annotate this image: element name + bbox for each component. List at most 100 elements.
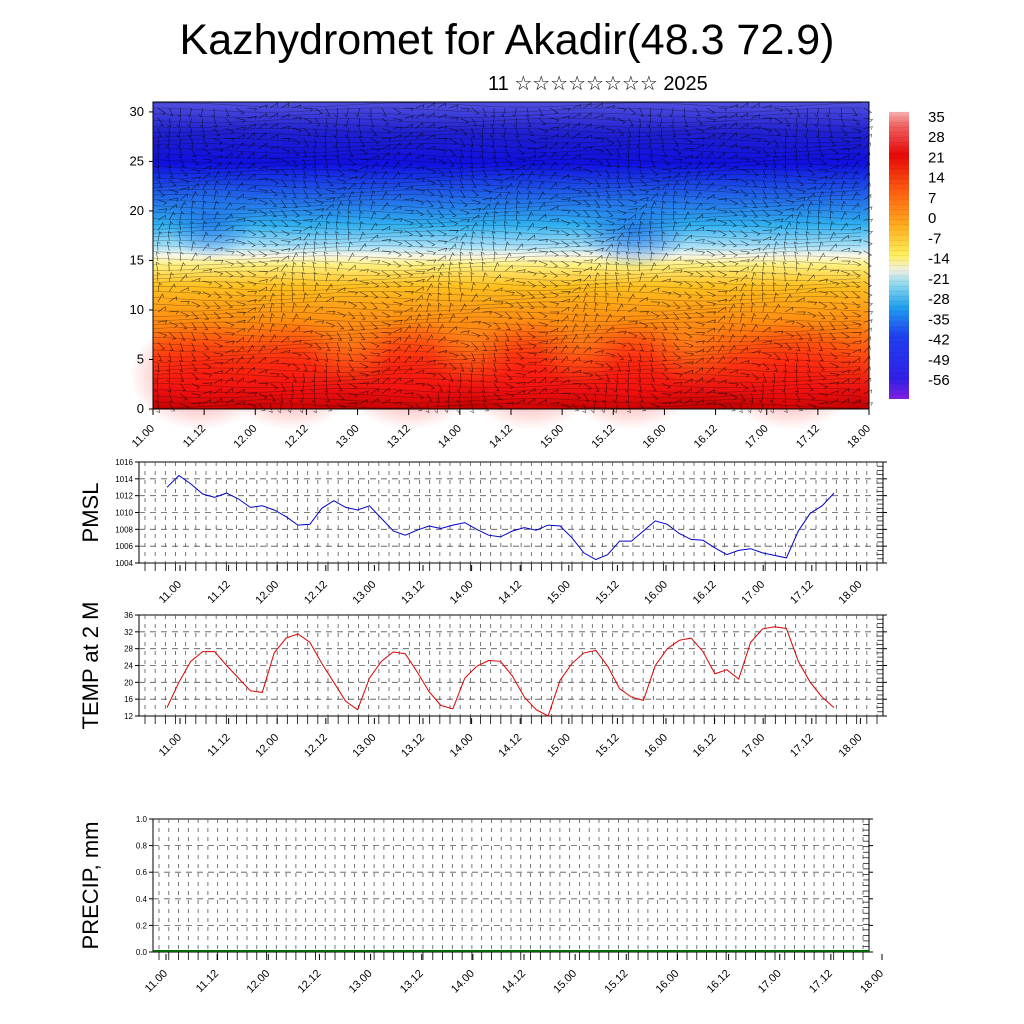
y-tick-label: 32 [124,628,133,637]
contour-line [152,245,862,251]
x-tick-label: 15.00 [551,968,579,996]
contour-line [152,158,862,164]
x-tick-label: 18.00 [837,732,865,760]
x-tick-label: 13.00 [347,968,375,996]
x-tick-label: 12.12 [296,968,324,996]
contour-line [152,260,862,266]
colorbar-label: -28 [928,291,950,308]
x-tick-label: 12.00 [244,968,272,996]
x-tick-label: 14.12 [500,968,528,996]
x-tick-label: 17.00 [756,968,784,996]
contour-line [152,209,862,215]
x-tick-label: 12.00 [231,423,259,451]
x-tick-label: 13.12 [399,579,427,607]
contour-line [152,194,862,200]
contour-line [152,377,862,383]
wind-barbs [154,102,874,414]
contour-line [153,173,862,179]
x-tick-label: 18.00 [837,579,865,607]
y-tick-label: 0.4 [136,895,148,904]
contour-line [152,133,862,139]
y-tick-label: 1012 [115,492,133,501]
y-tick-label: 0.6 [136,868,148,877]
x-tick-label: 18.00 [845,423,873,451]
series-line [166,474,835,561]
y-tick-label: 1014 [115,475,133,484]
contour-line [152,168,862,174]
x-tick-label: 12.00 [253,732,281,760]
heatmap-y-axis: 0 5 10 15 20 25 30 [130,104,153,416]
y-tick-label: 16 [124,695,133,704]
contour-line [152,393,862,399]
contour-line [153,265,861,271]
colorbar-label: -7 [928,230,941,247]
contour-line [152,199,862,205]
y-tick-label: 1.0 [136,815,148,824]
x-tick-label: 14.00 [436,423,464,451]
x-tick-label: 12.12 [302,732,330,760]
contour-line [152,342,862,348]
contour-line [152,372,862,378]
y-tick-label: 20 [124,678,133,687]
contour-line [152,214,862,220]
x-tick-label: 11.12 [194,968,221,995]
page-title: Kazhydromet for Akadir(48.3 72.9) [179,16,835,64]
x-tick-label: 15.00 [545,579,573,607]
x-tick-label: 13.12 [399,732,427,760]
y-tick-label: 10 [130,302,144,317]
contour-line [152,291,862,297]
x-tick-label: 16.00 [642,579,670,607]
x-tick-label: 16.12 [692,423,720,451]
contour-line [152,148,862,154]
contour-line [152,107,862,113]
x-tick-label: 14.12 [496,732,524,760]
colorbar-label: 14 [928,170,945,187]
x-tick-label: 14.12 [496,579,524,607]
cool-patch [535,295,625,385]
precip-panel: 0.0 0.2 0.4 0.6 0.8 1.0 PRECIP, mm 11.00 11.12 12… [78,815,886,996]
contour-line [152,143,862,149]
x-tick-label: 11.12 [205,579,232,606]
x-tick-label: 11.00 [157,579,184,606]
colorbar-stripes [889,111,909,395]
y-tick-label: 0 [137,401,144,416]
contour-line [152,204,862,210]
contour-line [152,362,862,368]
contour-line [152,240,862,246]
x-tick-label: 15.12 [594,732,622,760]
x-tick-label: 17.00 [739,579,767,607]
contour-line [152,138,862,144]
page-subtitle: 11 ☆☆☆☆☆☆☆☆ 2025 [488,73,708,95]
cold-intrusion [165,180,255,260]
contour-line [152,280,862,287]
contour-line [153,219,862,225]
contour-line [153,357,861,363]
x-tick-label: 16.12 [705,968,733,996]
x-tick-label: 11.00 [157,732,184,759]
colorbar-label: 35 [928,109,945,126]
y-tick-label: 24 [124,662,133,671]
y-tick-label: 1008 [115,525,133,534]
x-tick-label: 17.12 [788,732,816,760]
temp-panel: 12 16 20 24 28 32 36 TEMP at 2 M 11.00 11.12 12.00… [78,602,887,760]
x-tick-label: 13.00 [334,423,362,451]
y-tick-label: 0.0 [136,948,148,957]
x-tick-label: 13.00 [351,732,379,760]
x-tick-label: 15.12 [602,968,630,996]
contour-line [152,367,862,373]
colorbar-label: 7 [928,190,936,207]
colorbar-label: -42 [928,332,950,349]
x-tick-label: 15.12 [594,579,622,607]
y-tick-label: 25 [130,153,144,168]
contour-line [152,382,862,389]
colorbar-label: 21 [928,149,945,166]
contour-line [152,184,862,190]
y-tick-label: 1010 [115,509,133,518]
y-tick-label: 5 [137,351,144,366]
y-tick-label: 30 [130,104,144,119]
x-tick-label: 17.00 [739,732,767,760]
x-tick-label: 13.00 [351,579,379,607]
colorbar-label: -21 [928,271,950,288]
